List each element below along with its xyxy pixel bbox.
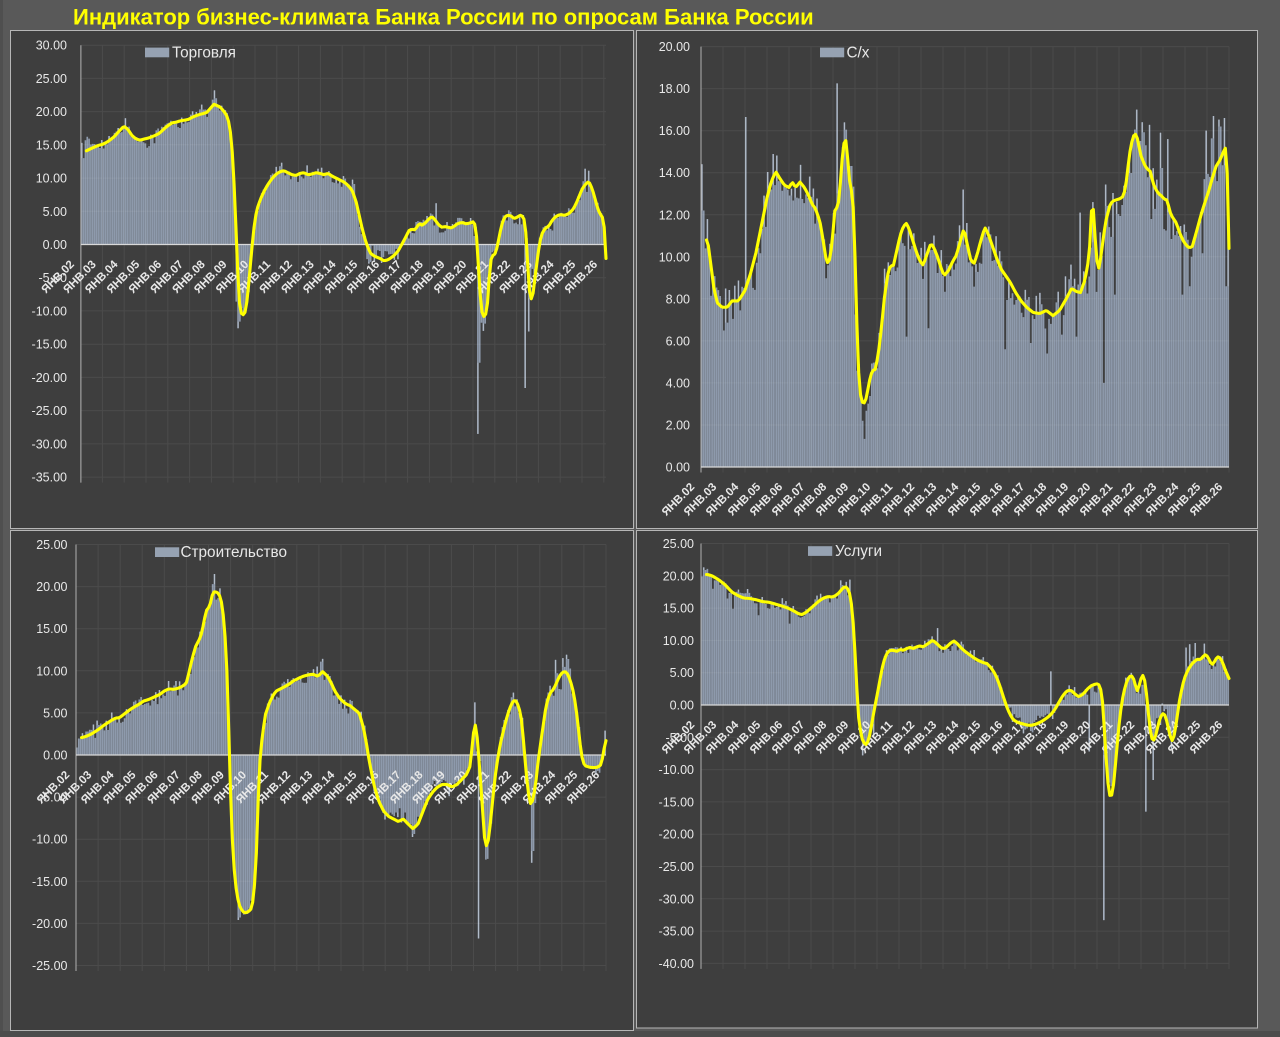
svg-text:-30.00: -30.00 [32, 437, 67, 451]
svg-text:-30.00: -30.00 [659, 892, 694, 906]
svg-text:18.00: 18.00 [659, 82, 690, 96]
svg-text:8.00: 8.00 [666, 292, 690, 306]
svg-text:-5.00: -5.00 [39, 791, 68, 805]
svg-text:5.00: 5.00 [43, 205, 67, 219]
svg-text:20.00: 20.00 [659, 40, 690, 54]
svg-text:-15.00: -15.00 [659, 795, 694, 809]
svg-text:Торговля: Торговля [172, 44, 236, 61]
svg-text:10.00: 10.00 [36, 664, 67, 678]
svg-text:-25.00: -25.00 [32, 404, 67, 418]
svg-text:-10.00: -10.00 [32, 833, 67, 847]
svg-text:-35.00: -35.00 [32, 471, 67, 485]
svg-text:5.00: 5.00 [670, 666, 694, 680]
svg-text:-40.00: -40.00 [659, 957, 694, 971]
svg-text:30.00: 30.00 [36, 39, 67, 53]
svg-text:-10.00: -10.00 [32, 304, 67, 318]
svg-text:6.00: 6.00 [666, 334, 690, 348]
svg-text:10.00: 10.00 [659, 250, 690, 264]
svg-text:2.00: 2.00 [666, 419, 690, 433]
svg-text:-25.00: -25.00 [659, 860, 694, 874]
svg-text:Строительство: Строительство [181, 544, 287, 561]
svg-text:15.00: 15.00 [36, 622, 67, 636]
svg-text:16.00: 16.00 [659, 124, 690, 138]
svg-text:15.00: 15.00 [36, 138, 67, 152]
svg-text:-5.00: -5.00 [666, 731, 695, 745]
svg-text:С/х: С/х [847, 44, 870, 61]
svg-text:-35.00: -35.00 [659, 925, 694, 939]
svg-text:25.00: 25.00 [663, 537, 694, 551]
svg-text:20.00: 20.00 [36, 580, 67, 594]
svg-text:-5.00: -5.00 [39, 271, 68, 285]
svg-text:25.00: 25.00 [36, 538, 67, 552]
svg-text:20.00: 20.00 [663, 569, 694, 583]
svg-text:-20.00: -20.00 [659, 828, 694, 842]
svg-text:25.00: 25.00 [36, 72, 67, 86]
svg-text:14.00: 14.00 [659, 166, 690, 180]
svg-text:5.00: 5.00 [43, 706, 67, 720]
svg-text:-15.00: -15.00 [32, 338, 67, 352]
svg-text:Услуги: Услуги [835, 543, 882, 560]
svg-text:Индикатор бизнес-климата Банка: Индикатор бизнес-климата Банка России по… [73, 5, 814, 30]
svg-text:4.00: 4.00 [666, 376, 690, 390]
svg-text:-25.00: -25.00 [32, 959, 67, 973]
svg-text:12.00: 12.00 [659, 208, 690, 222]
svg-text:-20.00: -20.00 [32, 371, 67, 385]
svg-text:20.00: 20.00 [36, 105, 67, 119]
svg-text:-20.00: -20.00 [32, 917, 67, 931]
svg-text:0.00: 0.00 [670, 699, 694, 713]
svg-text:10.00: 10.00 [36, 172, 67, 186]
svg-text:-15.00: -15.00 [32, 875, 67, 889]
svg-text:10.00: 10.00 [663, 634, 694, 648]
svg-text:-10.00: -10.00 [659, 763, 694, 777]
svg-text:0.00: 0.00 [666, 461, 690, 475]
svg-text:0.00: 0.00 [43, 749, 67, 763]
svg-text:0.00: 0.00 [43, 238, 67, 252]
svg-text:15.00: 15.00 [663, 602, 694, 616]
